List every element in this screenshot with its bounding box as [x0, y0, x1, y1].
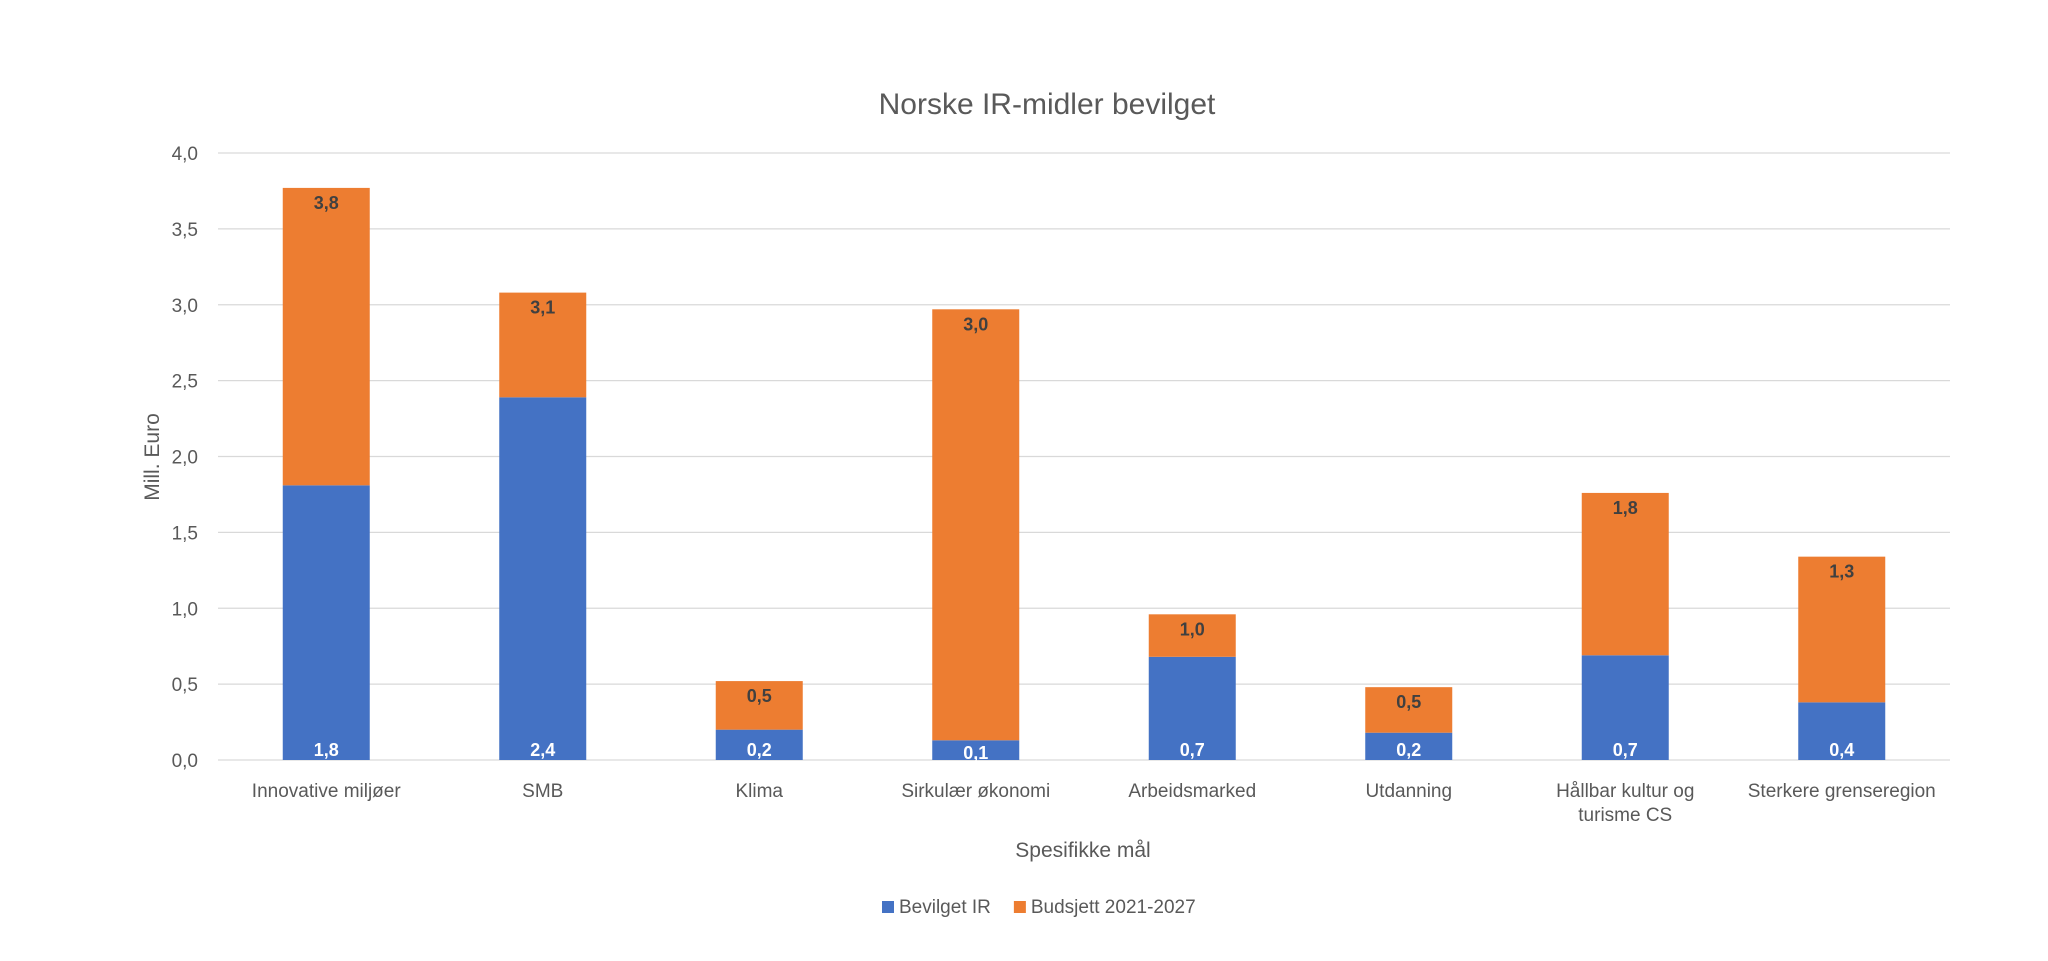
bar-segment — [1148, 614, 1236, 657]
y-tick-label: 3,5 — [172, 220, 198, 241]
legend-label: Budsjett 2021-2027 — [1031, 897, 1196, 918]
bar-segment — [715, 729, 803, 760]
legend-swatch — [882, 901, 894, 913]
data-label: 1,8 — [1613, 498, 1638, 518]
x-axis-title: Spesifikke mål — [1015, 839, 1150, 862]
bar-segment — [1798, 702, 1886, 760]
x-category-label: Utdanning — [1365, 781, 1452, 802]
x-category-label: Sterkere grenseregion — [1748, 781, 1936, 802]
bar-segment — [715, 681, 803, 730]
data-label: 3,8 — [314, 193, 339, 213]
bar-segment — [282, 485, 370, 760]
data-label: 2,4 — [530, 740, 555, 760]
x-category-label: Sirkulær økonomi — [901, 781, 1050, 802]
bar-segment — [1581, 492, 1669, 656]
gridlines — [218, 152, 1950, 761]
legend: Bevilget IR Budsjett 2021-2027 — [882, 897, 1196, 918]
bar-segment — [932, 309, 1020, 741]
y-axis-title: Mill. Euro — [141, 413, 164, 501]
data-label: 0,5 — [747, 686, 772, 706]
bar-segment — [1798, 556, 1886, 703]
data-label: 3,1 — [530, 298, 555, 318]
y-tick-label: 0,0 — [172, 751, 198, 772]
bar-segment — [1365, 687, 1453, 733]
bar-segment — [1581, 655, 1669, 760]
data-label: 0,7 — [1613, 740, 1638, 760]
x-category-label: SMB — [522, 781, 563, 802]
data-label: 0,2 — [1396, 740, 1421, 760]
y-axis-tick-labels: 0,0 0,5 1,0 1,5 2,0 2,5 3,0 3,5 4,0 — [172, 144, 198, 772]
data-labels: 1,8 3,8 2,4 3,1 0,2 0,5 0,1 3,0 0,7 1,0 0,2 0,5 0,7 1… — [314, 193, 1855, 763]
legend-swatch — [1013, 901, 1026, 913]
chart-title: Norske IR-midler bevilget — [879, 88, 1216, 121]
bar-segment — [932, 740, 1020, 760]
data-label: 0,2 — [747, 740, 772, 760]
data-label: 0,4 — [1829, 740, 1854, 760]
y-tick-label: 2,5 — [172, 372, 198, 393]
data-label: 1,0 — [1180, 619, 1205, 639]
y-tick-label: 0,5 — [172, 675, 198, 696]
y-tick-label: 1,0 — [172, 599, 198, 620]
x-category-label: Arbeidsmarked — [1128, 781, 1256, 802]
data-label: 1,8 — [314, 740, 339, 760]
bar-segment — [1148, 656, 1236, 760]
x-category-label: Klima — [735, 781, 783, 802]
data-label: 0,1 — [963, 743, 988, 763]
y-tick-label: 4,0 — [172, 144, 198, 165]
data-label: 0,7 — [1180, 740, 1205, 760]
y-tick-label: 1,5 — [172, 523, 198, 544]
data-label: 0,5 — [1396, 692, 1421, 712]
data-label: 3,0 — [963, 314, 988, 334]
x-category-label: Hållbar kultur og turisme CS — [1556, 781, 1694, 826]
bar-segment — [499, 397, 587, 760]
x-axis-category-labels: Innovative miljøer SMB Klima Sirkulær økono… — [252, 781, 1936, 826]
legend-label: Bevilget IR — [899, 897, 991, 918]
y-tick-label: 3,0 — [172, 296, 198, 317]
data-label: 1,3 — [1829, 562, 1854, 582]
x-category-label: Innovative miljøer — [252, 781, 402, 802]
y-tick-label: 2,0 — [172, 448, 198, 469]
bars — [282, 187, 1886, 760]
bar-segment — [282, 187, 370, 486]
bar-segment — [499, 292, 587, 398]
bar-segment — [1365, 732, 1453, 760]
